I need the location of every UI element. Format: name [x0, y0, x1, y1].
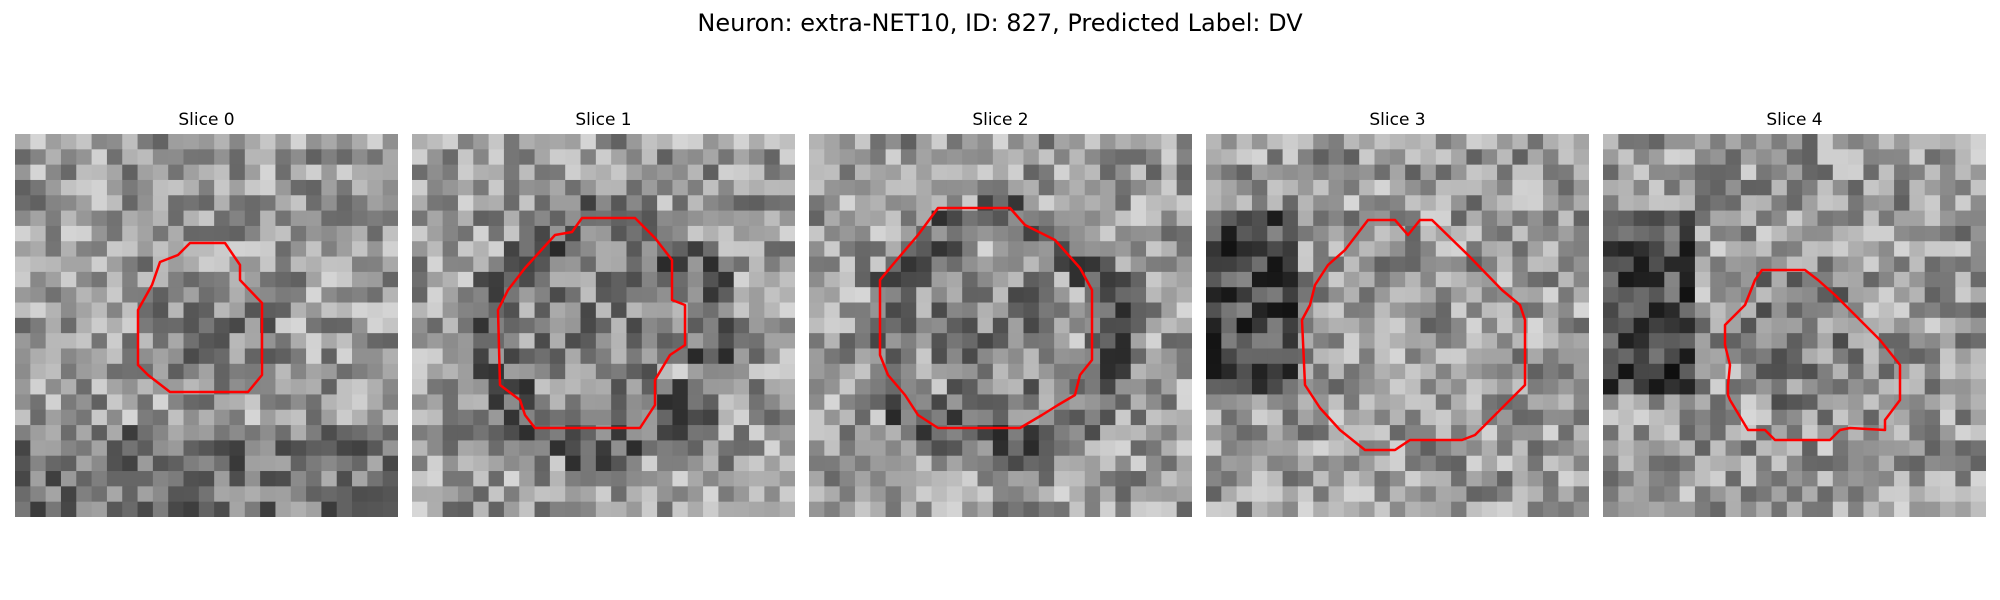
pixel-grid — [412, 134, 795, 517]
slice-image — [809, 134, 1192, 517]
pixel-grid — [809, 134, 1192, 517]
slice-title: Slice 2 — [972, 110, 1029, 130]
slice-image — [412, 134, 795, 517]
pixel-grid — [1603, 134, 1986, 517]
neuron-outline — [1300, 218, 1527, 452]
pixel-grid — [15, 134, 398, 517]
neuron-outline — [1723, 268, 1902, 442]
slice-image — [15, 134, 398, 517]
neuron-outline — [136, 241, 264, 394]
slice-image — [1206, 134, 1589, 517]
figure-title: Neuron: extra-NET10, ID: 827, Predicted … — [697, 9, 1303, 37]
slice-title: Slice 4 — [1766, 110, 1823, 130]
slice-title: Slice 3 — [1369, 110, 1426, 130]
slice-image — [1603, 134, 1986, 517]
pixel-grid — [1206, 134, 1589, 517]
neuron-outline — [496, 216, 687, 430]
slice-title: Slice 1 — [575, 110, 632, 130]
neuron-outline — [878, 206, 1094, 430]
slice-title: Slice 0 — [178, 110, 235, 130]
